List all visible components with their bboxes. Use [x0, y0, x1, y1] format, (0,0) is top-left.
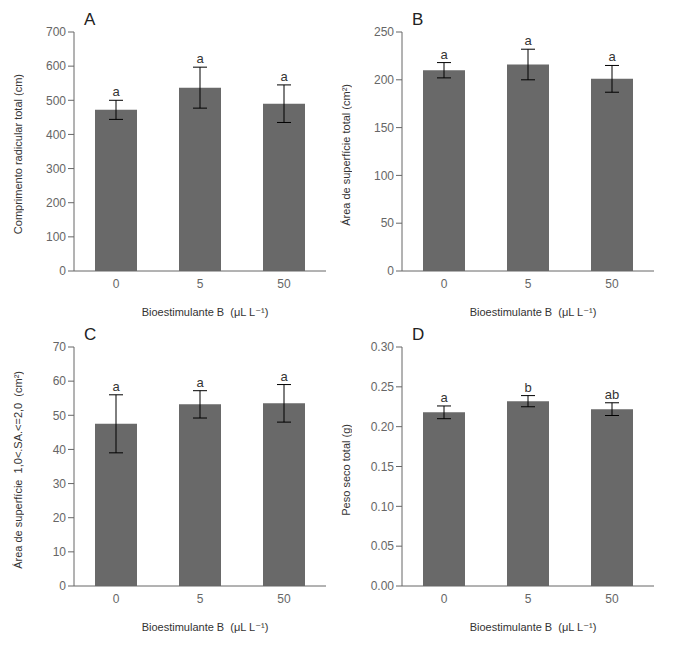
svg-text:0.30: 0.30 — [371, 340, 395, 354]
svg-text:10: 10 — [53, 545, 67, 559]
svg-text:a: a — [112, 379, 120, 394]
svg-text:5: 5 — [197, 277, 204, 291]
svg-text:0: 0 — [113, 592, 120, 606]
svg-text:50: 50 — [605, 592, 619, 606]
svg-text:300: 300 — [46, 162, 66, 176]
svg-text:50: 50 — [605, 277, 619, 291]
svg-text:a: a — [280, 69, 288, 84]
svg-text:0.00: 0.00 — [371, 579, 395, 593]
svg-text:20: 20 — [53, 511, 67, 525]
svg-text:0.20: 0.20 — [371, 420, 395, 434]
svg-text:50: 50 — [381, 216, 395, 230]
svg-text:ab: ab — [605, 387, 619, 402]
svg-text:250: 250 — [374, 25, 394, 39]
svg-text:60: 60 — [53, 374, 67, 388]
svg-text:500: 500 — [46, 94, 66, 108]
svg-text:150: 150 — [374, 121, 394, 135]
svg-text:400: 400 — [46, 128, 66, 142]
html-text:Peso seco total (g): Peso seco total (g) — [340, 423, 352, 516]
svg-text:a: a — [196, 51, 204, 66]
svg-text:50: 50 — [277, 277, 291, 291]
svg-text:a: a — [280, 369, 288, 384]
svg-text:5: 5 — [525, 592, 532, 606]
html-text:Bioestimulante B (μL L⁻¹): Bioestimulante B (μL L⁻¹) — [469, 621, 597, 633]
svg-text:5: 5 — [197, 592, 204, 606]
svg-text:70: 70 — [53, 340, 67, 354]
svg-text:100: 100 — [46, 230, 66, 244]
svg-text:0: 0 — [441, 592, 448, 606]
svg-text:b: b — [524, 380, 531, 395]
svg-text:50: 50 — [277, 592, 291, 606]
svg-text:0: 0 — [387, 264, 394, 278]
svg-text:200: 200 — [374, 73, 394, 87]
html-text:Bioestimulante B (μL L⁻¹): Bioestimulante B (μL L⁻¹) — [469, 306, 597, 318]
svg-text:0: 0 — [59, 264, 66, 278]
svg-text:100: 100 — [374, 169, 394, 183]
svg-text:5: 5 — [525, 277, 532, 291]
svg-text:a: a — [196, 375, 204, 390]
html-text:C: C — [84, 325, 97, 344]
svg-text:0.05: 0.05 — [371, 539, 395, 553]
html-text:Área de superfície 1,0<.SA.<=2: Área de superfície 1,0<.SA.<=2,0 (cm²) — [12, 370, 24, 569]
svg-text:a: a — [112, 84, 120, 99]
html-text:B: B — [412, 10, 424, 29]
svg-text:600: 600 — [46, 59, 66, 73]
svg-text:30: 30 — [53, 477, 67, 491]
svg-text:50: 50 — [53, 409, 67, 423]
svg-text:0: 0 — [441, 277, 448, 291]
svg-text:0.15: 0.15 — [371, 460, 395, 474]
html-text:Bioestimulante B (μL L⁻¹): Bioestimulante B (μL L⁻¹) — [141, 621, 269, 633]
html-text:Área de superfície total (cm²): Área de superfície total (cm²) — [340, 83, 352, 226]
svg-text:a: a — [440, 390, 448, 405]
svg-text:0: 0 — [113, 277, 120, 291]
svg-text:200: 200 — [46, 196, 66, 210]
html-text:Bioestimulante B (μL L⁻¹): Bioestimulante B (μL L⁻¹) — [141, 306, 269, 318]
svg-text:a: a — [524, 33, 532, 48]
html-text:Comprimento radicular total (c: Comprimento radicular total (cm) — [12, 74, 24, 235]
html-text:D: D — [412, 325, 425, 344]
html-text:A: A — [84, 10, 96, 29]
svg-text:a: a — [440, 47, 448, 62]
svg-text:a: a — [608, 49, 616, 64]
svg-text:0.25: 0.25 — [371, 380, 395, 394]
svg-text:0.10: 0.10 — [371, 500, 395, 514]
svg-text:700: 700 — [46, 25, 66, 39]
svg-text:40: 40 — [53, 443, 67, 457]
svg-text:0: 0 — [59, 579, 66, 593]
